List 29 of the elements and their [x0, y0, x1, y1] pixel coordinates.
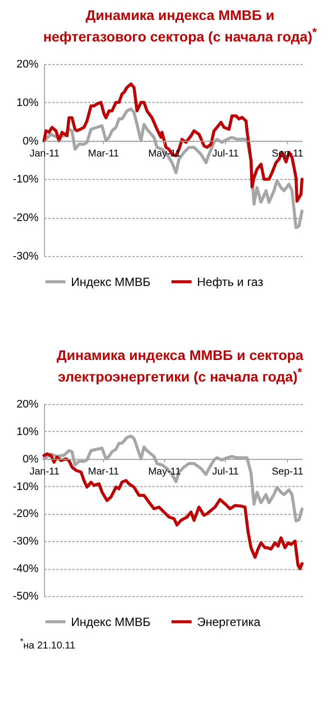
x-tick-label: Sep-11 — [272, 466, 304, 478]
legend-label: Энергетика — [197, 614, 261, 628]
y-tick-label: -20% — [12, 212, 39, 224]
y-tick-label: -20% — [12, 508, 39, 520]
x-tick-label: Jul-11 — [212, 466, 240, 478]
y-tick-label: -10% — [12, 480, 39, 492]
legend-label: Нефть и газ — [197, 274, 264, 288]
x-tick-label: Mar-11 — [88, 148, 120, 159]
y-tick-label: 10% — [16, 426, 39, 438]
y-tick-label: 20% — [16, 398, 39, 410]
x-tick-label: Jan-11 — [30, 466, 60, 478]
x-tick-label: Mar-11 — [88, 466, 120, 478]
y-tick-label: 0% — [22, 453, 39, 466]
legend-label: Индекс ММВБ — [71, 274, 151, 288]
legend-label: Индекс ММВБ — [71, 614, 151, 628]
y-tick-label: -40% — [12, 562, 39, 575]
y-tick-label: 10% — [16, 96, 39, 109]
chart-title: Динамика индекса ММВБ и нефтегазового сектора (с начала года)$^{*}$ — [42, 6, 318, 46]
y-tick-label: 20% — [16, 58, 39, 70]
y-tick-label: -10% — [12, 173, 39, 186]
x-tick-label: Jul-11 — [212, 148, 240, 159]
y-tick-label: -50% — [12, 590, 39, 602]
y-tick-label: -30% — [12, 250, 39, 262]
chart-title: Динамика индекса ММВБ и сектора электроэнергетики (с начала года)$^{*}$ — [56, 346, 304, 386]
text: $^{*}$на 21.10.11 — [19, 634, 76, 651]
x-tick-label: May-11 — [148, 466, 182, 478]
y-tick-label: 0% — [22, 134, 39, 147]
y-tick-label: -30% — [12, 535, 39, 548]
x-tick-label: Jan-11 — [30, 148, 60, 159]
